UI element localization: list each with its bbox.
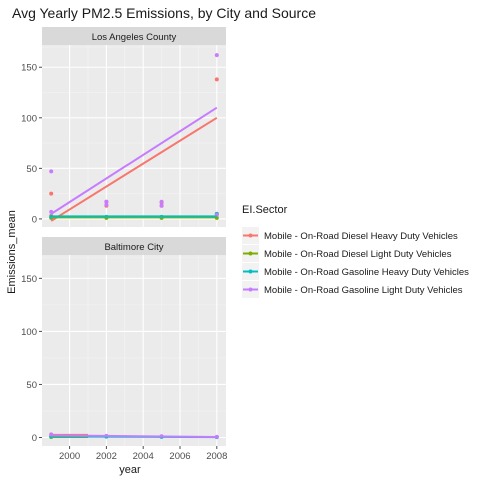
y-tick-label: 150 bbox=[21, 274, 37, 285]
facet-strip bbox=[42, 237, 226, 255]
x-tick-label: 2004 bbox=[133, 451, 154, 462]
trend-line bbox=[50, 106, 218, 215]
x-tick-label: 2002 bbox=[96, 451, 117, 462]
legend-key-point bbox=[248, 233, 253, 238]
data-point bbox=[159, 199, 164, 204]
facet-panel: Los Angeles County 0 50 100 150 bbox=[21, 27, 226, 227]
y-tick-label: 50 bbox=[26, 164, 37, 175]
y-tick-label: 100 bbox=[21, 327, 37, 338]
legend-item: Mobile - On-Road Diesel Light Duty Vehic… bbox=[242, 245, 452, 262]
facet-panel: Baltimore City 0 50 100 150 2000 2002 2004 2006 2… bbox=[21, 237, 227, 462]
data-point bbox=[104, 202, 109, 207]
y-tick-label: 50 bbox=[26, 380, 37, 391]
legend-item-label: Mobile - On-Road Diesel Heavy Duty Vehic… bbox=[264, 231, 458, 242]
data-point bbox=[214, 53, 219, 58]
chart-title: Avg Yearly PM2.5 Emissions, by City and … bbox=[12, 5, 316, 21]
x-tick-label: 2006 bbox=[169, 451, 190, 462]
trend-line bbox=[50, 116, 218, 222]
legend-item: Mobile - On-Road Diesel Heavy Duty Vehic… bbox=[242, 227, 458, 244]
legend: EI.Sector Mobile - On-Road Diesel Heavy … bbox=[242, 204, 469, 298]
data-point bbox=[159, 203, 164, 208]
legend-key-point bbox=[248, 251, 253, 256]
data-point bbox=[49, 191, 54, 196]
legend-items: Mobile - On-Road Diesel Heavy Duty Vehic… bbox=[242, 227, 469, 298]
y-tick-label: 0 bbox=[32, 214, 37, 225]
plot-panel-background bbox=[42, 45, 226, 227]
y-tick-label: 100 bbox=[21, 113, 37, 124]
y-tick-label: 150 bbox=[21, 63, 37, 74]
facet-strip-label: Baltimore City bbox=[104, 242, 163, 253]
x-axis-label: year bbox=[119, 464, 141, 476]
data-point bbox=[214, 77, 219, 82]
legend-item: Mobile - On-Road Gasoline Light Duty Veh… bbox=[242, 281, 463, 298]
legend-key-point bbox=[248, 287, 253, 292]
legend-item-label: Mobile - On-Road Gasoline Heavy Duty Veh… bbox=[264, 267, 469, 278]
legend-item: Mobile - On-Road Gasoline Heavy Duty Veh… bbox=[242, 263, 469, 280]
facet-strip-label: Los Angeles County bbox=[92, 32, 177, 43]
legend-item-label: Mobile - On-Road Gasoline Light Duty Veh… bbox=[264, 285, 463, 296]
legend-item-label: Mobile - On-Road Diesel Light Duty Vehic… bbox=[264, 249, 452, 260]
data-point bbox=[104, 199, 109, 204]
facet-strip bbox=[42, 27, 226, 45]
x-tick-label: 2008 bbox=[206, 451, 227, 462]
y-axis-label: Emissions_mean bbox=[6, 210, 18, 294]
x-tick-label: 2000 bbox=[59, 451, 80, 462]
trend-line bbox=[51, 434, 217, 438]
data-point bbox=[49, 169, 54, 174]
legend-key-point bbox=[248, 269, 253, 274]
legend-title: EI.Sector bbox=[242, 204, 288, 216]
plot-panel-background bbox=[42, 255, 226, 446]
y-tick-label: 0 bbox=[32, 433, 37, 444]
